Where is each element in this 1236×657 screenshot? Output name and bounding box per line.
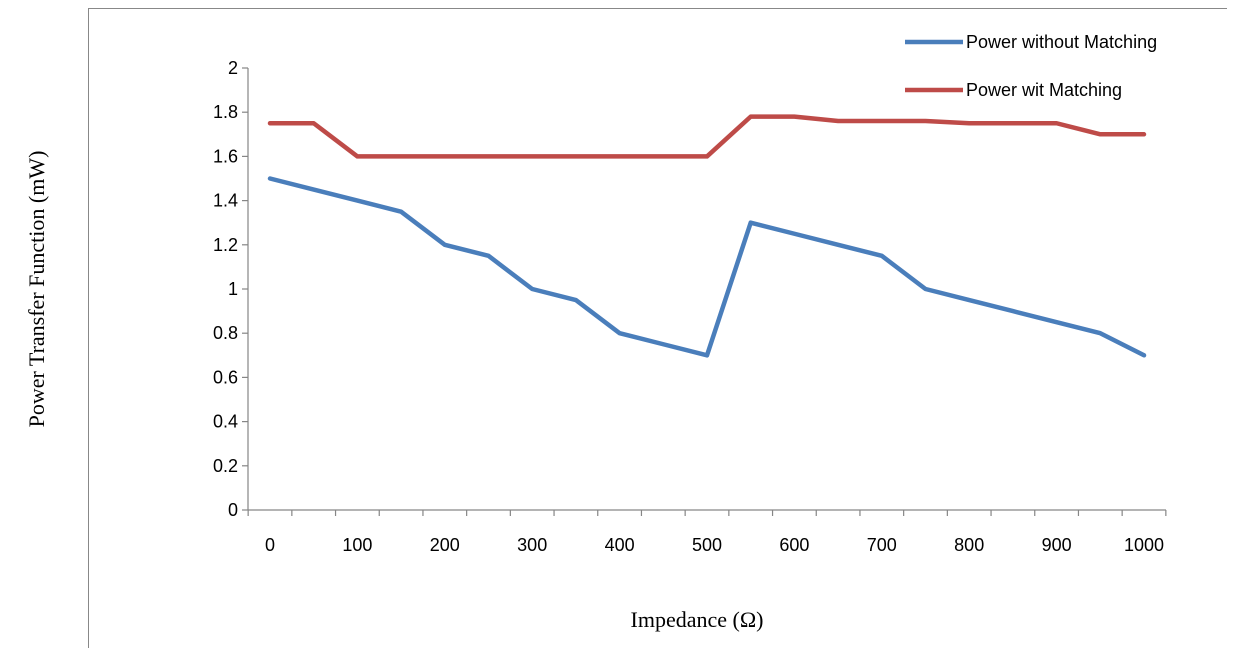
x-tick-label: 0 xyxy=(265,535,275,555)
x-tick-label: 900 xyxy=(1042,535,1072,555)
y-axis-label: Power Transfer Function (mW) xyxy=(24,151,49,428)
y-tick-label: 1.6 xyxy=(213,146,238,166)
y-tick-label: 0.2 xyxy=(213,456,238,476)
x-tick-label: 700 xyxy=(867,535,897,555)
legend-label: Power without Matching xyxy=(966,32,1157,52)
x-tick-labels: 0 100 200 300 400 500 600 700 800 900 1000 xyxy=(265,535,1164,555)
y-axis xyxy=(242,67,249,511)
y-tick-label: 0 xyxy=(228,500,238,520)
x-axis-label: Impedance (Ω) xyxy=(631,607,764,632)
x-tick-label: 300 xyxy=(517,535,547,555)
y-tick-label: 1.2 xyxy=(213,235,238,255)
x-tick-label: 100 xyxy=(342,535,372,555)
y-tick-label: 1.8 xyxy=(213,102,238,122)
x-axis xyxy=(247,509,1167,516)
x-tick-label: 200 xyxy=(430,535,460,555)
x-tick-label: 800 xyxy=(954,535,984,555)
chart-frame xyxy=(88,8,1227,648)
series-lines xyxy=(267,114,1147,358)
x-tick-label: 600 xyxy=(779,535,809,555)
y-tick-label: 1.4 xyxy=(213,191,238,211)
y-tick-label: 0.6 xyxy=(213,367,238,387)
x-tick-label: 400 xyxy=(605,535,635,555)
series-line-1 xyxy=(267,176,1147,358)
y-tick-label: 0.4 xyxy=(213,412,238,432)
y-tick-label: 0.8 xyxy=(213,323,238,343)
legend-label: Power wit Matching xyxy=(966,80,1122,100)
x-tick-label: 500 xyxy=(692,535,722,555)
y-tick-label: 2 xyxy=(228,58,238,78)
y-tick-labels: 0 0.2 0.4 0.6 0.8 1 1.2 1.4 1.6 1.8 2 xyxy=(213,58,238,520)
legend: Power without Matching Power wit Matching xyxy=(905,32,1157,100)
series-line-2 xyxy=(267,114,1147,159)
y-tick-label: 1 xyxy=(228,279,238,299)
x-tick-label: 1000 xyxy=(1124,535,1164,555)
